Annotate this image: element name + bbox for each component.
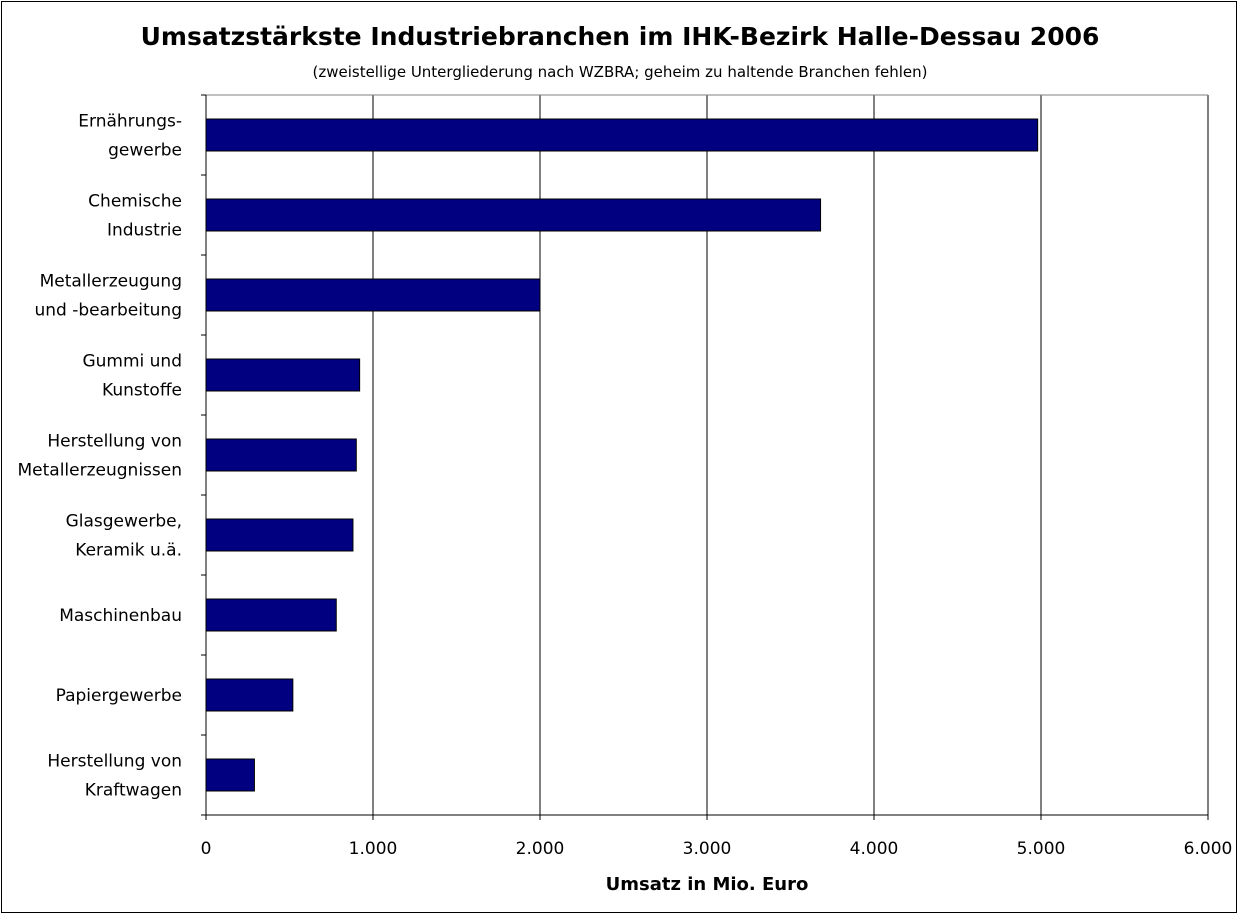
bar [205, 358, 361, 392]
category-label-line: Kraftwagen [85, 781, 182, 801]
chart-subtitle: (zweistellige Untergliederung nach WZBRA… [312, 63, 928, 81]
x-tick-label: 1.000 [349, 839, 398, 859]
category-label-line: Metallerzeugung [40, 272, 182, 292]
category-label-line: Keramik u.ä. [75, 541, 182, 561]
x-axis-label: Umsatz in Mio. Euro [606, 874, 809, 895]
category-label-line: Herstellung von [47, 432, 182, 452]
x-tick-label: 0 [201, 839, 212, 859]
category-label-line: Metallerzeugnissen [18, 461, 183, 481]
tick-labels: 0 1.000 2.000 3.000 4.000 5.000 6.000 [201, 839, 1233, 859]
category-label-line: Maschinenbau [59, 606, 182, 626]
bar [205, 678, 294, 712]
category-label-line: Ernährungs- [78, 112, 182, 132]
x-tick-label: 5.000 [1017, 839, 1066, 859]
category-label-line: Glasgewerbe, [66, 512, 182, 532]
category-label: Ernährungs-gewerbe [78, 112, 182, 161]
bar [205, 598, 337, 632]
category-label: Maschinenbau [59, 606, 182, 626]
category-label-line: und -bearbeitung [34, 301, 182, 321]
bar [205, 438, 357, 472]
bar [205, 278, 541, 312]
category-label-line: gewerbe [108, 141, 182, 161]
axes [201, 94, 1209, 820]
x-tick-label: 3.000 [683, 839, 732, 859]
category-label: Glasgewerbe, Keramik u.ä. [66, 512, 182, 561]
category-label-line: Kunstoffe [102, 381, 182, 401]
category-label: Gummi und Kunstoffe [82, 352, 182, 401]
chart-title: Umsatzstärkste Industriebranchen im IHK-… [140, 22, 1100, 51]
bar [205, 118, 1039, 152]
category-label: Herstellung von Metallerzeugnissen [18, 432, 183, 481]
category-label-line: Industrie [107, 221, 182, 241]
category-label-line: Gummi und [82, 352, 182, 372]
bar [205, 758, 255, 792]
bar [205, 198, 822, 232]
category-label-line: Papiergewerbe [56, 686, 182, 706]
bar [205, 518, 354, 552]
category-label: Metallerzeugung und -bearbeitung [34, 272, 182, 321]
category-labels: Ernährungs-gewerbe Chemische Industrie Meta… [18, 112, 183, 801]
category-label-line: Chemische [88, 192, 182, 212]
x-tick-label: 2.000 [516, 839, 565, 859]
category-label: Herstellung von Kraftwagen [47, 752, 182, 801]
bars [205, 118, 1039, 792]
x-tick-label: 4.000 [850, 839, 899, 859]
category-label-line: Herstellung von [47, 752, 182, 772]
category-label: Chemische Industrie [88, 192, 182, 241]
x-tick-label: 6.000 [1184, 839, 1233, 859]
category-label: Papiergewerbe [56, 686, 182, 706]
